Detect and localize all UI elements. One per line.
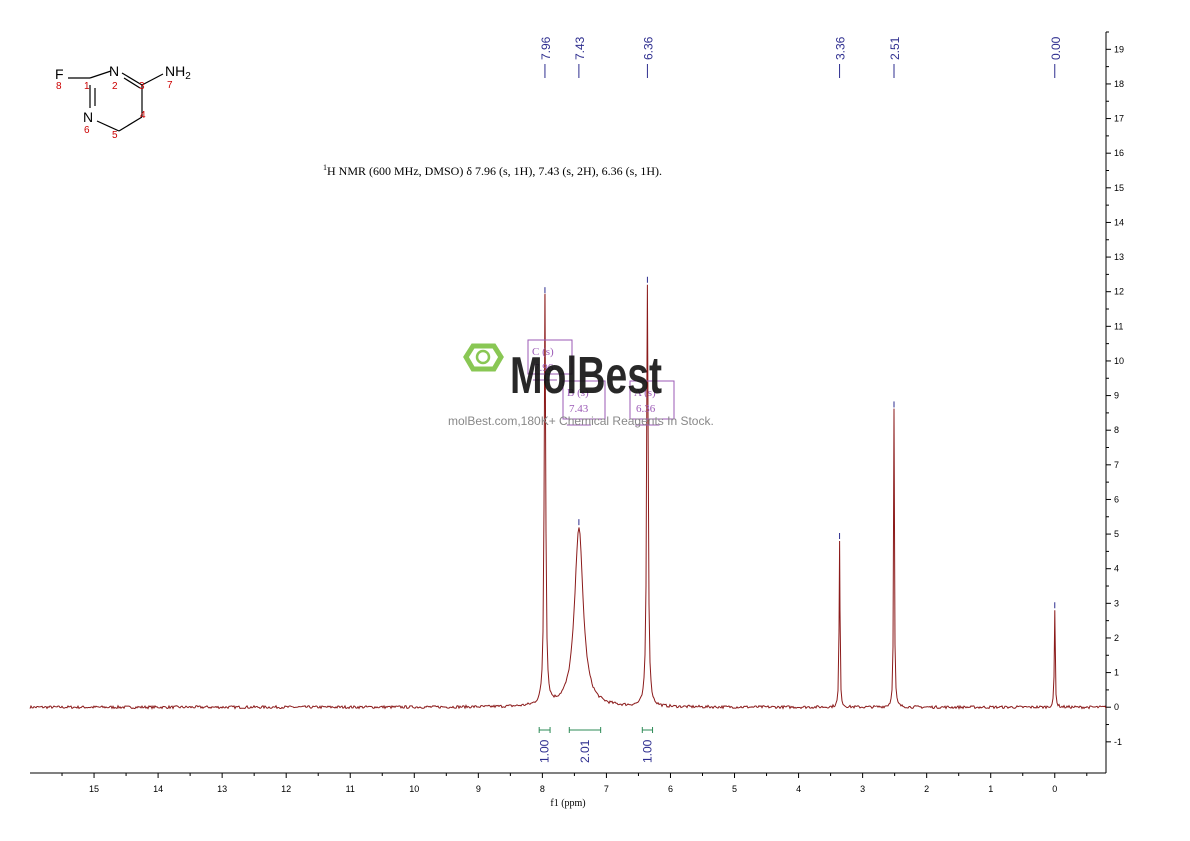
peak-markers <box>544 276 1056 609</box>
benzene-logo-icon <box>463 343 504 372</box>
bond <box>89 70 112 79</box>
y-tick-label: 13 <box>1114 252 1124 262</box>
peak-label: 6.36 <box>641 36 655 60</box>
atom-number: 3 <box>139 81 145 92</box>
x-tick-label: 1 <box>988 784 993 794</box>
atom-number: 7 <box>167 80 173 91</box>
atom-number: 6 <box>84 125 90 136</box>
y-tick-label: 16 <box>1114 148 1124 158</box>
y-tick-label: 5 <box>1114 529 1119 539</box>
bond <box>123 77 141 89</box>
x-tick-label: 10 <box>409 784 419 794</box>
atom-number: 1 <box>84 81 90 92</box>
integral-value: 2.01 <box>578 739 592 763</box>
y-tick-label: 7 <box>1114 460 1119 470</box>
peak-label: 3.36 <box>834 36 848 60</box>
watermark-logo: MolBest <box>463 343 662 405</box>
bond <box>141 73 164 86</box>
bond <box>121 72 143 86</box>
y-tick-label: 12 <box>1114 287 1124 297</box>
molecule-structure: F N NH2 N 8 1 2 3 7 4 6 5 <box>55 63 191 141</box>
spectrum-trace <box>29 284 1107 710</box>
y-tick-label: -1 <box>1114 737 1122 747</box>
multiplet-box <box>629 380 675 420</box>
x-tick-label: 15 <box>89 784 99 794</box>
y-tick-label: 14 <box>1114 217 1124 227</box>
x-axis-ticks: 15 14 13 12 11 10 9 8 7 6 5 4 3 2 1 0 <box>61 773 1088 794</box>
peak-label: 7.96 <box>539 36 553 60</box>
y-tick-label: 19 <box>1114 44 1124 54</box>
multiplet-box <box>562 380 606 420</box>
bond <box>96 120 120 132</box>
bond <box>118 116 143 132</box>
multiplet-shift: 6.36 <box>636 403 656 415</box>
peak-label: 2.51 <box>888 36 902 60</box>
x-tick-label: 8 <box>540 784 545 794</box>
atom-number: 4 <box>140 110 146 121</box>
atom-n2: N <box>109 63 119 79</box>
y-tick-label: 9 <box>1114 391 1119 401</box>
multiplet-label: C (s) <box>532 346 554 358</box>
watermark-tagline: molBest.com,180K+ Chemical Reagents In S… <box>448 414 714 428</box>
multiplet-shift: 7.96 <box>534 362 554 374</box>
y-tick-label: 18 <box>1114 79 1124 89</box>
integral-value: 1.00 <box>640 739 654 763</box>
multiplet-shift: 7.43 <box>569 403 589 415</box>
x-tick-label: 2 <box>924 784 929 794</box>
peak-label: 0.00 <box>1049 36 1063 60</box>
multiplet-label: B (s) <box>567 387 589 399</box>
y-tick-label: 1 <box>1114 668 1119 678</box>
x-tick-label: 7 <box>604 784 609 794</box>
nmr-description: 1H NMR (600 MHz, DMSO) δ 7.96 (s, 1H), 7… <box>323 163 662 178</box>
x-tick-label: 14 <box>153 784 163 794</box>
x-tick-label: 5 <box>732 784 737 794</box>
x-tick-label: 11 <box>346 784 355 794</box>
atom-number: 8 <box>56 81 62 92</box>
y-tick-label: 17 <box>1114 114 1124 124</box>
y-tick-label: 8 <box>1114 425 1119 435</box>
x-tick-label: 3 <box>860 784 865 794</box>
y-tick-label: 15 <box>1114 183 1124 193</box>
multiplet-label: A (s) <box>634 387 656 399</box>
peak-label: 7.43 <box>573 36 587 60</box>
integral-value: 1.00 <box>538 739 552 763</box>
integrals: 1.00 2.01 1.00 <box>538 727 654 763</box>
y-tick-label: 3 <box>1114 598 1119 608</box>
atom-nh2: NH2 <box>165 63 191 82</box>
x-axis-label: f1 (ppm) <box>550 798 585 809</box>
y-tick-label: 0 <box>1114 702 1119 712</box>
x-tick-label: 0 <box>1052 784 1057 794</box>
y-tick-label: 10 <box>1114 356 1124 366</box>
benzene-ring-icon <box>475 349 491 365</box>
y-tick-label: 2 <box>1114 633 1119 643</box>
y-tick-label: 11 <box>1114 321 1123 331</box>
y-tick-label: 6 <box>1114 494 1119 504</box>
atom-number: 2 <box>112 81 118 92</box>
peak-labels: 7.96 7.43 6.36 3.36 2.51 0.00 <box>539 36 1063 78</box>
x-tick-label: 6 <box>668 784 673 794</box>
atom-f: F <box>55 66 64 82</box>
atom-number: 5 <box>112 130 118 141</box>
x-tick-label: 13 <box>217 784 227 794</box>
y-tick-label: 4 <box>1114 564 1119 574</box>
watermark-brand: MolBest <box>510 347 662 405</box>
x-tick-label: 4 <box>796 784 801 794</box>
x-tick-label: 12 <box>281 784 291 794</box>
x-tick-label: 9 <box>476 784 481 794</box>
atom-n6: N <box>83 109 93 125</box>
multiplet-box <box>527 339 573 375</box>
multiplet-annotations: C (s) 7.96 B (s) 7.43 A (s) 6.36 <box>527 339 675 426</box>
